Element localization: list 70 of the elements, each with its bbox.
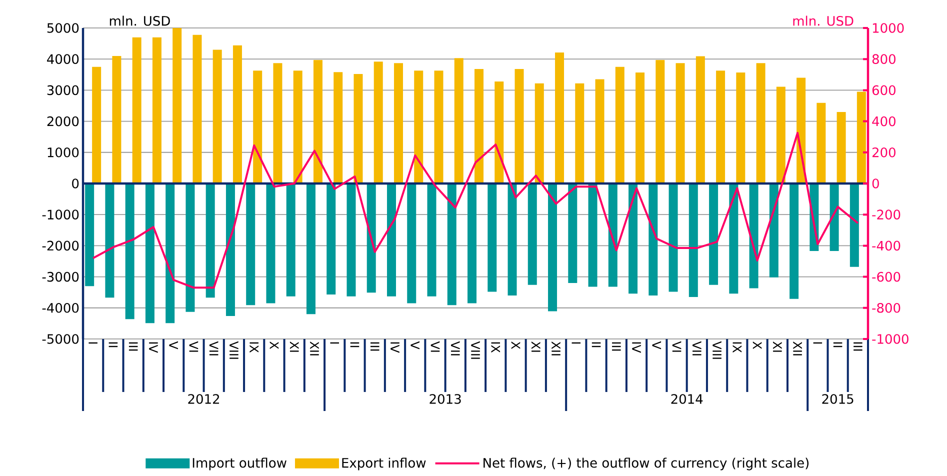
y2-tick-label: 600: [872, 85, 896, 96]
x-tick-label: XI: [532, 342, 540, 352]
y2-tick-label: 400: [872, 116, 896, 126]
x-tick-label: VIII: [712, 341, 722, 359]
x-tick-label: IX: [491, 342, 500, 353]
x-tick-label: IX: [732, 342, 742, 353]
y2-tick-label: 800: [872, 54, 896, 64]
x-tick-label: IV: [149, 342, 158, 353]
y2-tick-label: 1000: [872, 23, 904, 33]
y2-tick-label: -600: [872, 272, 900, 282]
x-tick-label: I: [330, 342, 339, 344]
x-tick-label: II: [592, 342, 601, 348]
x-tick-label: III: [128, 342, 138, 351]
x-tick-label: X: [752, 342, 762, 350]
x-tick-label: II: [833, 342, 842, 348]
y-tick-label: 4000: [47, 54, 79, 64]
y-axis-title: mln. USD: [110, 16, 170, 26]
y-tick-label: -3000: [42, 272, 79, 282]
x-tick-label: VII: [209, 341, 218, 356]
x-tick-label: V: [410, 341, 420, 350]
x-tick-label: IV: [632, 342, 641, 353]
y-tick-label: -5000: [42, 334, 79, 344]
x-tick-label: VII: [451, 341, 460, 356]
text: 2014: [671, 394, 703, 404]
x-tick-label: III: [854, 342, 862, 351]
x-tick-label: VIII: [471, 341, 480, 359]
y2-tick-label: 0: [872, 178, 879, 188]
y-tick-label: 3000: [47, 85, 79, 96]
x-tick-label: VIII: [230, 341, 238, 359]
x-tick-label: X: [511, 342, 520, 350]
x-tick-label: XII: [552, 342, 560, 356]
x-tick-label: VI: [189, 341, 198, 352]
x-tick-label: I: [572, 342, 581, 344]
y-tick-label: 2000: [47, 116, 79, 126]
y-tick-label: 5000: [47, 23, 79, 33]
x-tick-label: XI: [290, 342, 299, 352]
x-tick-label: III: [612, 342, 621, 351]
x-tick-label: VI: [672, 341, 682, 352]
y2-tick-label: -1000: [872, 334, 908, 344]
y-tick-label: -1000: [42, 210, 79, 220]
x-tick-label: I: [88, 342, 98, 344]
x-tick-label: V: [169, 341, 178, 350]
x-tick-label: II: [350, 342, 360, 348]
x-tick-label: III: [370, 342, 380, 351]
y-tick-label: 0: [72, 178, 79, 188]
y2-tick-label: -400: [872, 240, 900, 251]
y2-tick-label: 200: [872, 147, 896, 158]
legend-label: Net flows, (+) the outflow of currency (right scale): [484, 458, 809, 470]
x-tick-label: V: [652, 341, 662, 350]
x-tick-label: IX: [250, 342, 258, 353]
legend-label: Import outflow: [192, 458, 286, 470]
y-tick-label: 1000: [48, 147, 79, 158]
x-tick-label: II: [108, 342, 118, 348]
x-tick-label: VII: [692, 341, 702, 356]
x-tick-label: XII: [310, 342, 319, 356]
y2-tick-label: -800: [872, 302, 900, 313]
x-tick-label: X: [270, 342, 279, 350]
y-tick-label: -4000: [42, 302, 79, 313]
x-tick-label: XI: [773, 342, 782, 352]
x-tick-label: VI: [430, 341, 440, 352]
y-tick-label: -2000: [42, 240, 79, 251]
y2-tick-label: -200: [872, 210, 900, 220]
text: 2012: [188, 394, 220, 404]
x-tick-label: I: [813, 342, 822, 344]
x-tick-label: XII: [793, 342, 802, 356]
text: 2015: [822, 394, 854, 404]
x-tick-label: IV: [390, 342, 400, 353]
text: 2013: [430, 394, 461, 404]
legend-label: Export inflow: [342, 458, 426, 470]
y2-axis-title: mln. USD: [793, 16, 854, 26]
